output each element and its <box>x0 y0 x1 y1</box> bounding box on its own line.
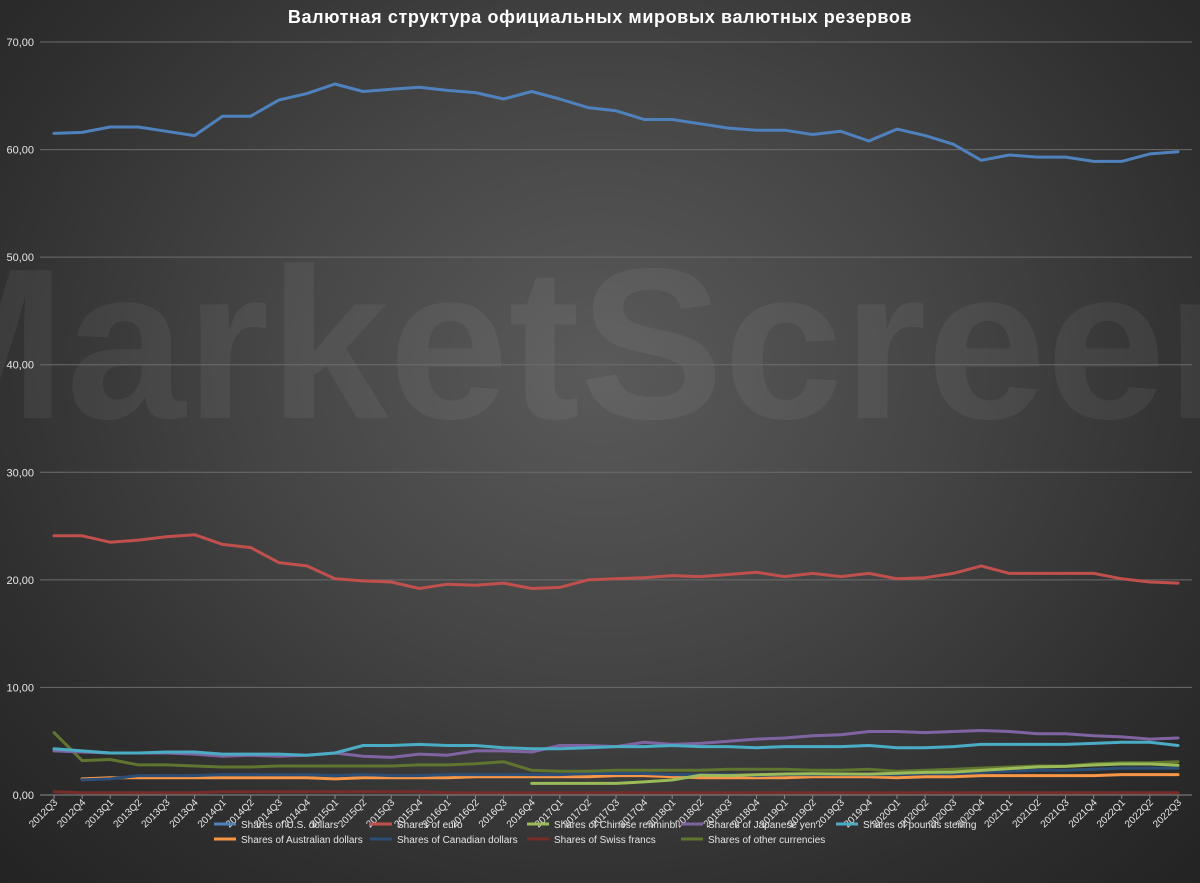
legend-label: Shares of euro <box>397 820 463 831</box>
x-tick-label: 2013Q1 <box>83 797 116 830</box>
y-tick-label: 30,00 <box>6 467 34 479</box>
legend-label: Shares of Swiss francs <box>554 835 656 846</box>
x-tick-label: 2012Q4 <box>55 797 88 830</box>
x-tick-label: 2015Q2 <box>336 797 369 830</box>
y-tick-label: 20,00 <box>6 575 34 587</box>
series-line <box>52 82 1180 163</box>
y-tick-label: 70,00 <box>6 37 34 49</box>
x-tick-label: 2021Q2 <box>1011 797 1044 830</box>
x-tick-label: 2016Q3 <box>477 797 510 830</box>
legend-label: Shares of Canadian dollars <box>397 835 518 846</box>
x-tick-label: 2021Q3 <box>1039 797 1072 830</box>
legend-label: Shares of pounds sterling <box>863 820 976 831</box>
legend-label: Shares of other currencies <box>708 835 825 846</box>
series-line <box>52 740 1180 757</box>
series-line <box>52 731 1180 773</box>
y-tick-label: 50,00 <box>6 252 34 264</box>
y-axis: 0,00 10,00 20,00 30,00 40,00 50,00 60,00 70,00 <box>6 37 34 802</box>
legend-label: Shares of U.S. dollars <box>241 820 338 831</box>
y-tick-label: 40,00 <box>6 360 34 372</box>
legend-label: Shares of Chinese renminbi <box>554 820 677 831</box>
series-lines <box>52 82 1180 795</box>
x-tick-label: 2021Q4 <box>1067 797 1100 830</box>
watermark: MarketScreen <box>0 223 1200 464</box>
x-tick-label: 2013Q4 <box>168 797 201 830</box>
x-tick-label: 2012Q3 <box>27 797 60 830</box>
x-tick-label: 2022Q1 <box>1095 797 1128 830</box>
legend-label: Shares of Australian dollars <box>241 835 363 846</box>
series-line <box>530 762 1180 785</box>
y-tick-label: 60,00 <box>6 145 34 157</box>
legend-label: Shares of Japanese yen <box>708 820 816 831</box>
series-line <box>80 773 1180 781</box>
series-line <box>80 766 1180 782</box>
y-tick-label: 10,00 <box>6 682 34 694</box>
legend: Shares of U.S. dollars Shares of euro Shar… <box>214 820 976 846</box>
x-tick-label: 2022Q3 <box>1151 797 1184 830</box>
x-tick-label: 2013Q2 <box>112 797 145 830</box>
chart-title: Валютная структура официальных мировых в… <box>288 7 912 27</box>
x-tick-label: 2013Q3 <box>140 797 173 830</box>
x-tick-label: 2021Q1 <box>983 797 1016 830</box>
x-tick-label: 2022Q2 <box>1123 797 1156 830</box>
series-line <box>52 790 1180 795</box>
y-tick-label: 0,00 <box>13 790 34 802</box>
series-line <box>52 533 1180 590</box>
